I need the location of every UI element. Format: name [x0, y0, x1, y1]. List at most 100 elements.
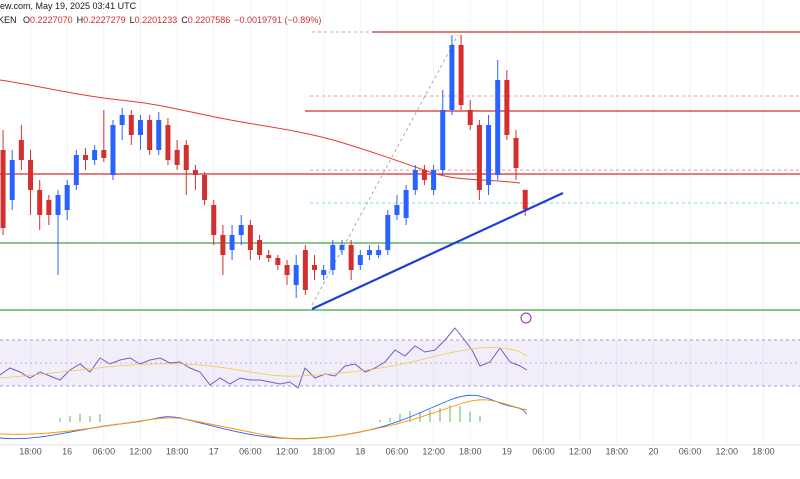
candle-body [458, 45, 464, 105]
ohlc-label: C [181, 15, 188, 25]
x-tick-label: 06:00 [679, 446, 702, 456]
candle-body [293, 265, 299, 285]
ohlc-label: L [129, 15, 135, 25]
candle-body [73, 155, 79, 185]
candle-body [394, 205, 400, 215]
macd-histogram [59, 405, 481, 422]
macd-line [0, 394, 528, 440]
candle-body [247, 225, 253, 250]
candles [0, 35, 528, 298]
candle-body [440, 110, 446, 170]
candle-body [357, 255, 363, 265]
candle-body [385, 215, 391, 250]
candle-body [266, 255, 272, 258]
x-tick-label: 18 [355, 446, 365, 456]
x-axis: 18:00 16 06:00 12:00 18:00 17 06:00 12:00 18:00 1… [19, 446, 774, 456]
x-tick-label: 18:00 [606, 446, 629, 456]
candle-body [137, 120, 143, 135]
candle-body [421, 170, 427, 180]
candle-body [0, 150, 6, 228]
x-tick-label: 18:00 [752, 446, 775, 456]
candle-body [504, 80, 510, 135]
candle-body [128, 115, 134, 135]
candle-body [92, 150, 98, 160]
candle-body [238, 225, 244, 235]
x-tick-label: 20 [648, 446, 658, 456]
candle-body [339, 245, 345, 250]
candle-body [495, 80, 501, 175]
candle-body [110, 125, 116, 175]
symbol: KEN [0, 15, 17, 25]
x-tick-label: 12:00 [276, 446, 299, 456]
x-tick-label: 19 [502, 446, 512, 456]
candle-body [82, 155, 88, 160]
candle-body [522, 189, 528, 210]
candle-body [9, 160, 15, 200]
candle-body [64, 185, 70, 210]
candle-body [192, 170, 198, 175]
candle-body [229, 235, 235, 250]
candle-body [257, 240, 263, 255]
candle-body [147, 120, 153, 150]
x-tick-label: 17 [209, 446, 219, 456]
candle-body [174, 150, 180, 165]
candle-body [476, 125, 482, 190]
candle-body [312, 265, 318, 270]
candle-body [119, 115, 125, 125]
x-tick-label: 18:00 [312, 446, 335, 456]
candle-body [412, 170, 418, 190]
x-tick-label: 18:00 [459, 446, 482, 456]
candle-body [37, 190, 43, 215]
header-ohlc: KEN O0.2227070 H0.2227279 L0.2201233 C0.220… [0, 15, 325, 25]
candle-body [46, 200, 52, 215]
x-tick-label: 06:00 [532, 446, 555, 456]
x-tick-label: 06:00 [93, 446, 116, 456]
change: −0.0019791 (−0.89%) [234, 15, 322, 25]
rsi-ma [0, 347, 528, 379]
candle-body [513, 138, 519, 168]
trendline [311, 192, 564, 310]
ohlc-value: 0.2207586 [187, 15, 231, 25]
header-source: iew.com, May 19, 2025 03:41 UTC [0, 1, 137, 11]
ohlc-value: 0.2227279 [83, 15, 126, 25]
candle-body [18, 140, 24, 160]
signal-line [0, 399, 528, 440]
candle-body [165, 125, 171, 160]
candle-body [467, 110, 473, 125]
candle-body [275, 258, 281, 265]
x-tick-label: 18:00 [166, 446, 189, 456]
candle-body [330, 245, 336, 270]
x-tick-label: 12:00 [422, 446, 445, 456]
candle-body [431, 170, 437, 190]
candle-body [449, 45, 455, 110]
candle-body [156, 120, 162, 150]
ohlc-label: H [76, 15, 84, 25]
x-tick-label: 12:00 [569, 446, 592, 456]
x-tick-label: 06:00 [239, 446, 262, 456]
candle-body [211, 205, 217, 235]
x-tick-label: 12:00 [129, 446, 152, 456]
candle-body [366, 250, 372, 255]
candle-body [202, 175, 208, 200]
candle-body [486, 125, 492, 185]
ohlc-value: 0.2201233 [134, 15, 178, 25]
candle-body [55, 195, 61, 215]
x-tick-label: 12:00 [715, 446, 738, 456]
x-tick-label: 16 [62, 446, 72, 456]
rsi-line [0, 327, 528, 389]
candle-body [376, 250, 382, 255]
x-tick-label: 18:00 [19, 446, 42, 456]
candle-body [403, 190, 409, 218]
candle-body [220, 235, 226, 255]
candle-body [101, 150, 107, 158]
candle-body [183, 145, 189, 170]
candle-body [284, 265, 290, 275]
ohlc-label: O [23, 15, 31, 25]
event-icon [520, 312, 532, 324]
candle-body [28, 160, 34, 190]
ohlc-value: 0.2227070 [30, 15, 73, 25]
grid [30, 0, 764, 445]
candle-body [302, 250, 308, 290]
